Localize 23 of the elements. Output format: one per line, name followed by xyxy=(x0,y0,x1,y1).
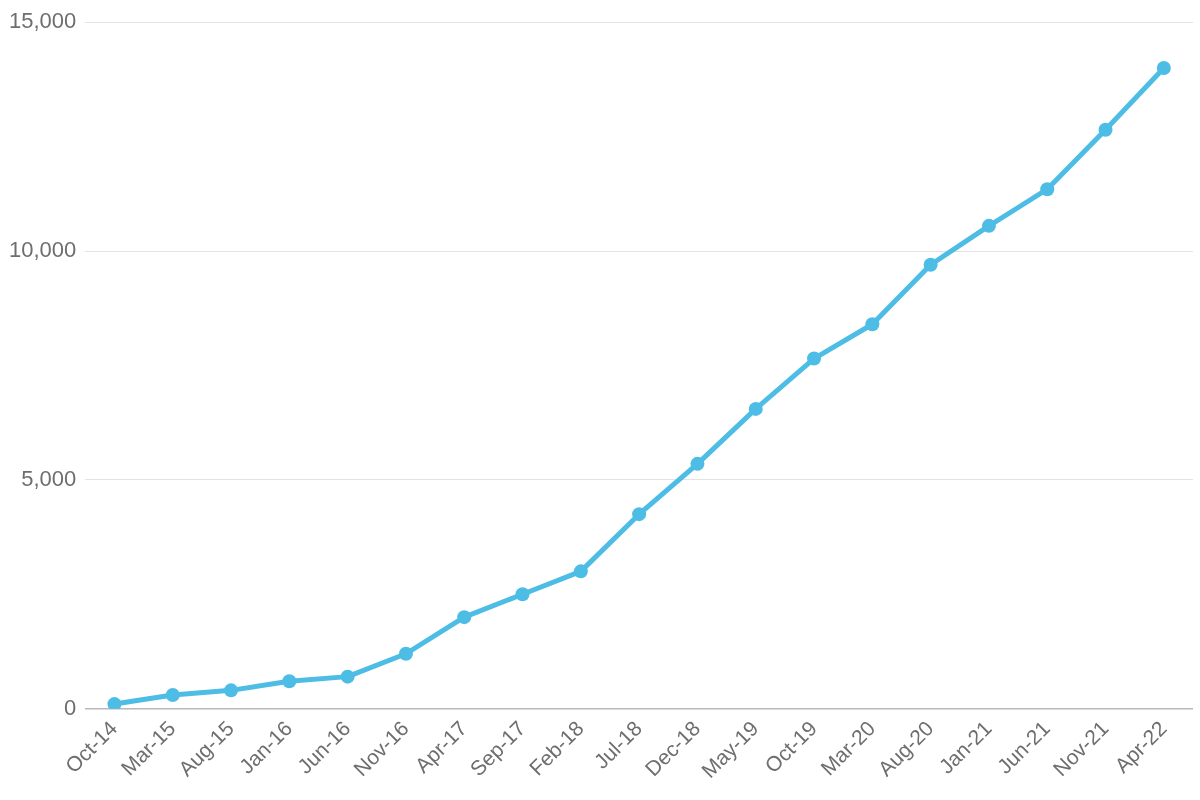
point xyxy=(573,564,588,579)
point xyxy=(1098,122,1113,137)
point xyxy=(398,646,413,661)
point xyxy=(981,218,996,233)
point xyxy=(1156,60,1171,75)
point xyxy=(515,587,530,602)
point xyxy=(107,697,122,709)
point xyxy=(165,687,180,702)
point xyxy=(865,317,880,332)
point xyxy=(690,456,705,471)
y-tick-label: 15,000 xyxy=(8,8,77,34)
y-tick-label: 0 xyxy=(64,694,77,720)
point xyxy=(807,351,822,366)
point xyxy=(224,683,239,698)
point xyxy=(632,507,647,522)
point xyxy=(748,401,763,416)
point xyxy=(1040,182,1055,197)
y-tick-label: 5,000 xyxy=(21,465,77,491)
point xyxy=(282,674,297,689)
point xyxy=(457,610,472,625)
point xyxy=(340,669,355,684)
y-tick-label: 10,000 xyxy=(8,237,77,263)
point xyxy=(923,257,938,272)
